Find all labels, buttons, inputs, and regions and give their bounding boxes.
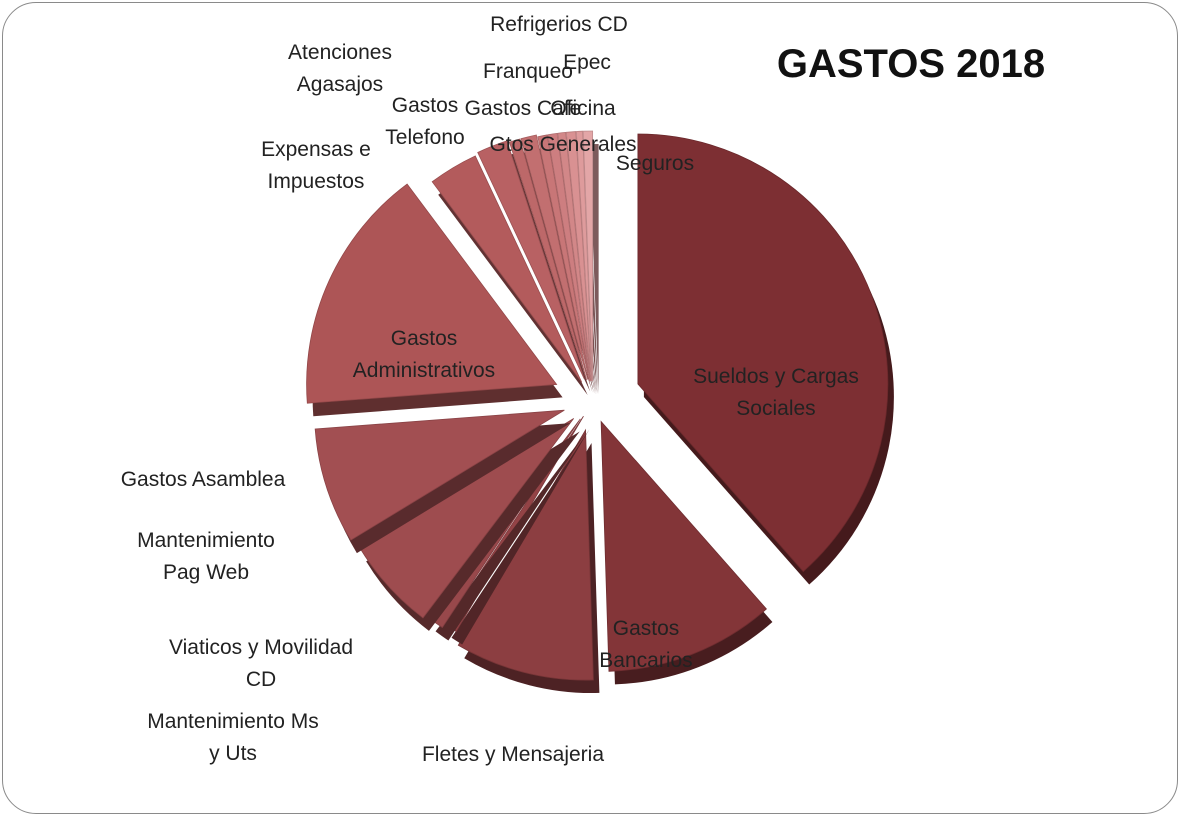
slice-label: Fletes y Mensajeria bbox=[422, 743, 604, 766]
slice-label-line: Fletes y Mensajeria bbox=[422, 743, 604, 766]
slice-label: Gastos Administrativos bbox=[353, 327, 495, 382]
slice-label: Gtos Generales bbox=[489, 133, 636, 156]
slice-label: Atenciones Agasajos bbox=[288, 41, 392, 96]
pie-slice-side bbox=[451, 429, 590, 645]
pie-slice bbox=[520, 134, 594, 393]
pie-slice-top bbox=[477, 140, 585, 379]
pie-slice bbox=[637, 133, 894, 585]
slice-label-line: Mantenimiento bbox=[137, 529, 275, 552]
slice-label-line: Seguros bbox=[616, 152, 694, 175]
pie-slices bbox=[306, 130, 894, 694]
pie-slice-top bbox=[582, 130, 594, 382]
slice-label-line: Gastos Cafe bbox=[465, 97, 582, 120]
slice-label-line: Oficina bbox=[550, 97, 616, 120]
pie-slice bbox=[457, 428, 600, 694]
pie-slice-top bbox=[537, 134, 590, 382]
pie-slice-top bbox=[557, 131, 592, 382]
slice-label: Gastos Telefono bbox=[385, 94, 464, 149]
slice-label-line: Telefono bbox=[385, 126, 464, 149]
pie-slice-top bbox=[508, 138, 588, 381]
pie-slice bbox=[508, 138, 593, 393]
slice-label-line: Expensas e bbox=[261, 138, 371, 161]
slice-label: Sueldos y Cargas Sociales bbox=[693, 365, 859, 420]
slice-label: Gastos Bancarios bbox=[599, 617, 692, 672]
slice-label-line: Sueldos y Cargas bbox=[693, 365, 859, 388]
pie-slice bbox=[600, 420, 773, 685]
slice-label-line: Epec bbox=[563, 51, 611, 74]
slice-label: Gastos Asamblea bbox=[121, 468, 286, 491]
slice-label-line: Gastos bbox=[391, 327, 458, 350]
pie-labels: Sueldos y Cargas Sociales Gastos Bancarios F… bbox=[121, 13, 859, 766]
pie-slice-top bbox=[600, 420, 767, 672]
slice-label-line: Gastos Asamblea bbox=[121, 468, 286, 491]
slice-label: Gastos Cafe bbox=[465, 97, 582, 120]
pie-slice bbox=[314, 409, 571, 554]
slice-label-line: Bancarios bbox=[599, 649, 692, 672]
pie-slice bbox=[477, 140, 591, 392]
pie-slice-top bbox=[431, 155, 583, 383]
pie-slice-top bbox=[575, 130, 593, 382]
slice-label: Refrigerios CD bbox=[490, 13, 628, 36]
pie-slice-side bbox=[435, 431, 587, 641]
pie-slice-top bbox=[520, 134, 589, 380]
pie-slice-top bbox=[457, 428, 594, 681]
pie-slice-top bbox=[637, 133, 889, 573]
pie-slice-top bbox=[314, 409, 565, 541]
slice-label-line: Franqueo bbox=[483, 60, 573, 83]
slice-label-line: Gastos bbox=[392, 94, 459, 117]
slice-label: Mantenimiento Ms y Uts bbox=[147, 710, 319, 765]
pie-slice-top bbox=[565, 131, 592, 382]
slice-label-line: y Uts bbox=[209, 742, 257, 765]
slice-label-line: Agasajos bbox=[297, 73, 383, 96]
slice-label-line: Atenciones bbox=[288, 41, 392, 64]
pie-slice bbox=[431, 155, 588, 396]
pie-slice bbox=[582, 130, 599, 395]
slice-label-line: Impuestos bbox=[268, 170, 365, 193]
pie-chart: GASTOS 2018 Sueldos y Cargas Sociales Gast… bbox=[121, 13, 1045, 766]
slice-label: Seguros bbox=[616, 152, 694, 175]
slice-label-line: CD bbox=[246, 668, 276, 691]
slice-label-line: Mantenimiento Ms bbox=[147, 710, 319, 733]
slice-label: Epec bbox=[563, 51, 611, 74]
slice-label-line: Administrativos bbox=[353, 359, 495, 382]
slice-label: Mantenimiento Pag Web bbox=[137, 529, 275, 584]
slice-label: Franqueo bbox=[483, 60, 573, 83]
slice-label-line: Sociales bbox=[736, 397, 815, 420]
slice-label-line: Viaticos y Movilidad bbox=[169, 636, 353, 659]
chart-title: GASTOS 2018 bbox=[777, 42, 1045, 86]
pie-slice-top bbox=[306, 183, 558, 404]
slice-label-line: Refrigerios CD bbox=[490, 13, 628, 36]
slice-label-line: Pag Web bbox=[163, 561, 249, 584]
slice-label: Oficina bbox=[550, 97, 616, 120]
slice-label-line: Gastos bbox=[613, 617, 680, 640]
slice-label-line: Gtos Generales bbox=[489, 133, 636, 156]
slice-label: Viaticos y Movilidad CD bbox=[169, 636, 353, 691]
pie-slice bbox=[306, 183, 563, 417]
slice-label: Expensas e Impuestos bbox=[261, 138, 371, 193]
pie-slice-top bbox=[547, 132, 591, 382]
